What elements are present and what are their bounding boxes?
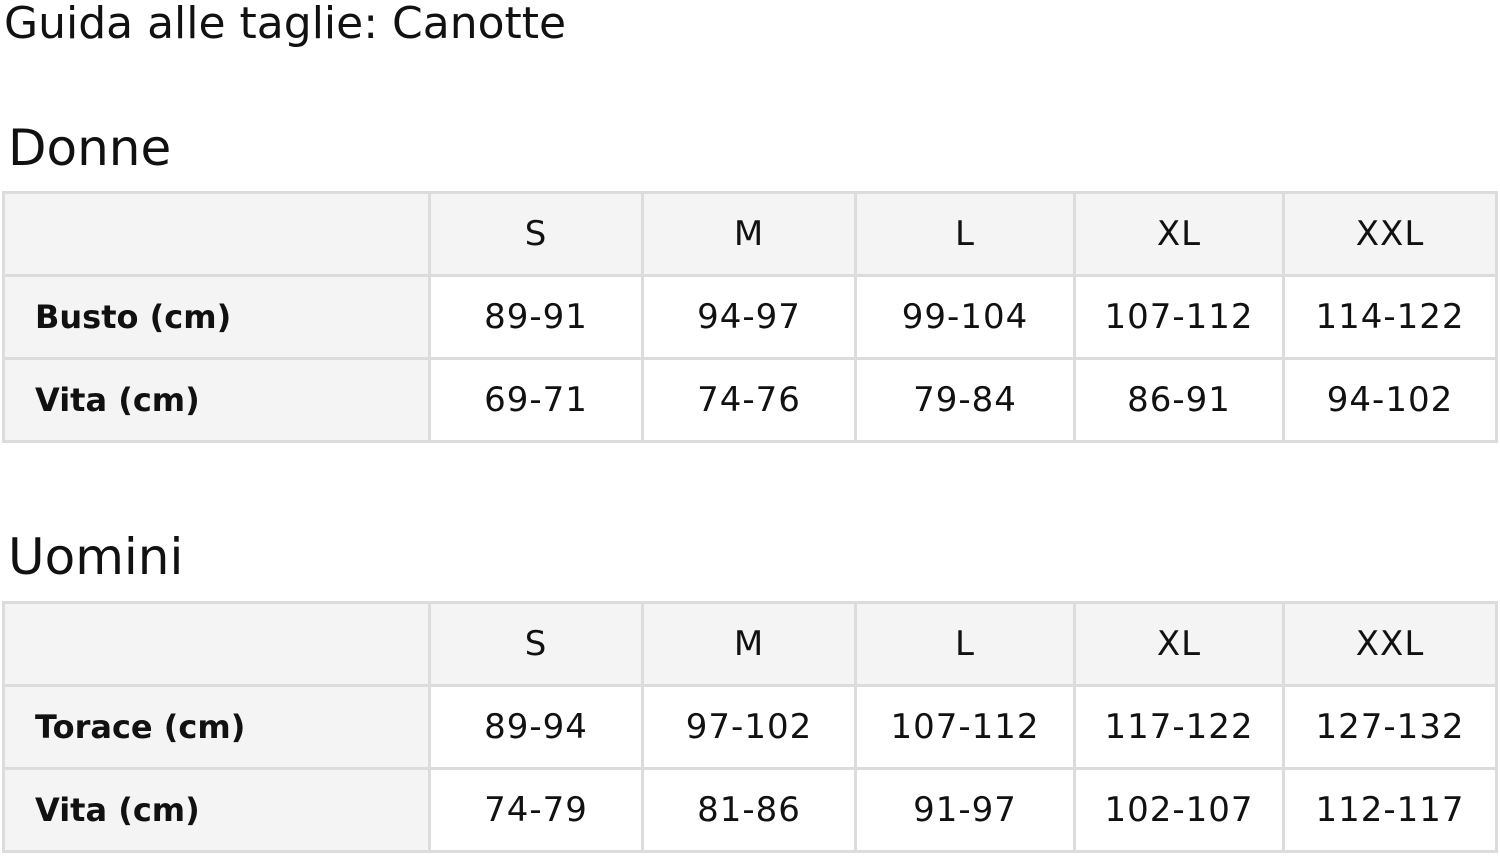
table-cell: 74-76 [641, 357, 857, 443]
table-cell: 69-71 [428, 357, 644, 443]
row-label: Busto (cm) [2, 274, 431, 360]
size-header: XL [1073, 191, 1285, 277]
table-cell: 91-97 [854, 767, 1076, 853]
table-cell: 89-94 [428, 684, 644, 770]
size-header: XXL [1282, 601, 1498, 687]
table-cell: 86-91 [1073, 357, 1285, 443]
table-cell: 127-132 [1282, 684, 1498, 770]
section-heading-donne: Donne [8, 119, 172, 177]
table-cell: 112-117 [1282, 767, 1498, 853]
row-label: Torace (cm) [2, 684, 431, 770]
table-cell: 102-107 [1073, 767, 1285, 853]
table-row: Busto (cm) 89-91 94-97 99-104 107-112 11… [2, 274, 1498, 360]
table-cell: 94-102 [1282, 357, 1498, 443]
table-cell: 107-112 [854, 684, 1076, 770]
size-table-uomini: S M L XL XXL Torace (cm) 89-94 97-102 10… [2, 601, 1498, 853]
size-table-donne: S M L XL XXL Busto (cm) 89-91 94-97 99-1… [2, 191, 1498, 443]
table-cell: 97-102 [641, 684, 857, 770]
size-header: XL [1073, 601, 1285, 687]
row-label: Vita (cm) [2, 767, 431, 853]
table-cell: 89-91 [428, 274, 644, 360]
table-row: Vita (cm) 74-79 81-86 91-97 102-107 112-… [2, 767, 1498, 853]
table-cell: 79-84 [854, 357, 1076, 443]
size-header: M [641, 191, 857, 277]
size-header: S [428, 601, 644, 687]
header-empty-cell [2, 191, 431, 277]
size-header: M [641, 601, 857, 687]
page-title: Guida alle taglie: Canotte [4, 0, 567, 49]
size-header: L [854, 601, 1076, 687]
row-label: Vita (cm) [2, 357, 431, 443]
table-cell: 114-122 [1282, 274, 1498, 360]
table-cell: 107-112 [1073, 274, 1285, 360]
table-cell: 99-104 [854, 274, 1076, 360]
size-header: L [854, 191, 1076, 277]
table-row: Torace (cm) 89-94 97-102 107-112 117-122… [2, 684, 1498, 770]
table-cell: 117-122 [1073, 684, 1285, 770]
table-header-row: S M L XL XXL [2, 191, 1498, 277]
table-cell: 94-97 [641, 274, 857, 360]
table-header-row: S M L XL XXL [2, 601, 1498, 687]
table-cell: 81-86 [641, 767, 857, 853]
header-empty-cell [2, 601, 431, 687]
size-header: XXL [1282, 191, 1498, 277]
section-heading-uomini: Uomini [8, 528, 184, 586]
table-cell: 74-79 [428, 767, 644, 853]
table-row: Vita (cm) 69-71 74-76 79-84 86-91 94-102 [2, 357, 1498, 443]
size-header: S [428, 191, 644, 277]
